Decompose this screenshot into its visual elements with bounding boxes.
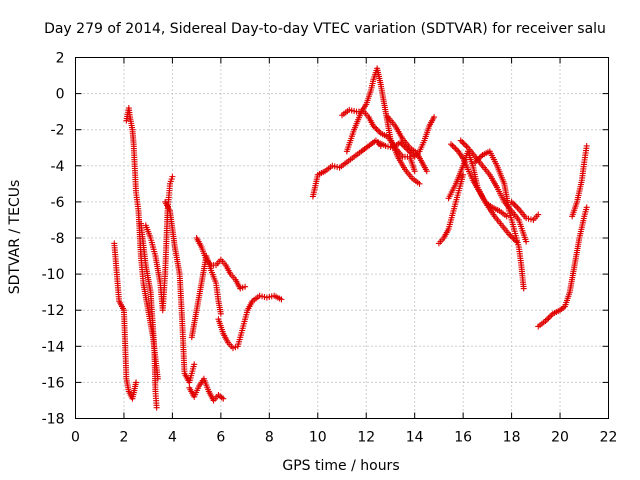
y-tick-label: 0 (56, 87, 65, 103)
x-axis-title: GPS time / hours (282, 458, 399, 474)
x-tick-label: 18 (503, 430, 521, 446)
x-tick-label: 22 (600, 430, 618, 446)
data-point (449, 142, 456, 149)
grid-lines (75, 57, 609, 419)
series-arc-15 (435, 171, 467, 247)
data-point (220, 395, 227, 402)
y-tick-label: -4 (51, 159, 65, 175)
axis-ticks (75, 57, 609, 419)
x-tick-label: 2 (119, 430, 128, 446)
data-point (242, 283, 249, 290)
data-point (217, 310, 224, 317)
data-point (411, 168, 418, 175)
x-tick-label: 16 (454, 430, 472, 446)
y-tick-labels: 2 0 -2 -4 -6 -8 -10 -12 -14 -16 -18 (42, 51, 65, 428)
y-tick-label: -18 (42, 412, 65, 428)
y-tick-label: 2 (56, 51, 65, 67)
data-point (416, 180, 423, 187)
series-arc-11 (343, 65, 423, 187)
chart-title: Day 279 of 2014, Sidereal Day-to-day VTE… (44, 21, 606, 37)
x-tick-label: 0 (71, 430, 80, 446)
data-point (523, 238, 530, 245)
x-tick-label: 4 (168, 430, 177, 446)
data-point (462, 141, 469, 148)
data-point (514, 204, 521, 211)
data-point (459, 138, 466, 145)
data-point (545, 315, 552, 322)
data-point (448, 141, 455, 148)
series-arc-20 (508, 198, 542, 223)
x-tick-label: 10 (309, 430, 327, 446)
series-arc-13 (375, 114, 438, 160)
series-arc-19 (472, 148, 527, 292)
series-arc-21 (535, 204, 590, 330)
x-tick-label: 6 (216, 430, 225, 446)
data-point (510, 200, 517, 207)
x-tick-labels: 0 2 4 6 8 10 12 14 16 18 20 22 (71, 430, 617, 446)
data-point (453, 146, 460, 153)
data-point (460, 140, 467, 147)
data-point (535, 211, 542, 218)
data-point (511, 201, 518, 208)
data-point (512, 203, 519, 210)
y-tick-label: -2 (51, 123, 65, 139)
series-arc-8 (186, 375, 227, 404)
data-point (520, 285, 527, 292)
series-arc-3 (137, 220, 160, 411)
data-marks (111, 65, 590, 411)
data-point (191, 361, 198, 368)
data-point (546, 313, 553, 320)
series-arc-12 (339, 106, 418, 175)
plot-frame (75, 57, 609, 419)
data-point (153, 404, 160, 411)
data-point (460, 171, 467, 178)
y-tick-label: -16 (42, 375, 65, 391)
y-tick-label: -14 (42, 339, 65, 355)
data-point (509, 234, 516, 241)
data-point (423, 168, 430, 175)
series-arc-4 (142, 173, 176, 314)
x-tick-label: 12 (357, 430, 375, 446)
series-arc-17 (448, 141, 520, 245)
series-arc-14 (385, 114, 430, 175)
x-tick-label: 20 (551, 430, 569, 446)
data-point (543, 316, 550, 323)
series-arc-9 (215, 292, 285, 352)
y-tick-label: -10 (42, 267, 65, 283)
data-point (278, 296, 285, 303)
x-tick-label: 14 (406, 430, 424, 446)
data-point (503, 213, 510, 220)
data-point (583, 142, 590, 149)
data-point (374, 127, 381, 134)
data-point (133, 379, 140, 386)
x-tick-label: 8 (265, 430, 274, 446)
series-arc-10 (309, 137, 384, 200)
y-tick-label: -12 (42, 303, 65, 319)
data-point (463, 143, 470, 150)
y-tick-label: -8 (51, 231, 65, 247)
data-point (373, 125, 380, 132)
data-point (508, 198, 515, 205)
data-point (431, 114, 438, 121)
series-arc-7 (193, 235, 249, 292)
y-axis-title: SDTVAR / TECUs (7, 180, 23, 295)
series-arc-22 (569, 142, 590, 220)
data-point (169, 173, 176, 180)
series-arc-18 (457, 137, 530, 245)
data-point (452, 145, 459, 152)
series-arc-1 (111, 240, 140, 402)
data-point (450, 144, 457, 151)
data-point (583, 204, 590, 211)
y-tick-label: -6 (51, 195, 65, 211)
series-arc-5 (162, 198, 198, 386)
